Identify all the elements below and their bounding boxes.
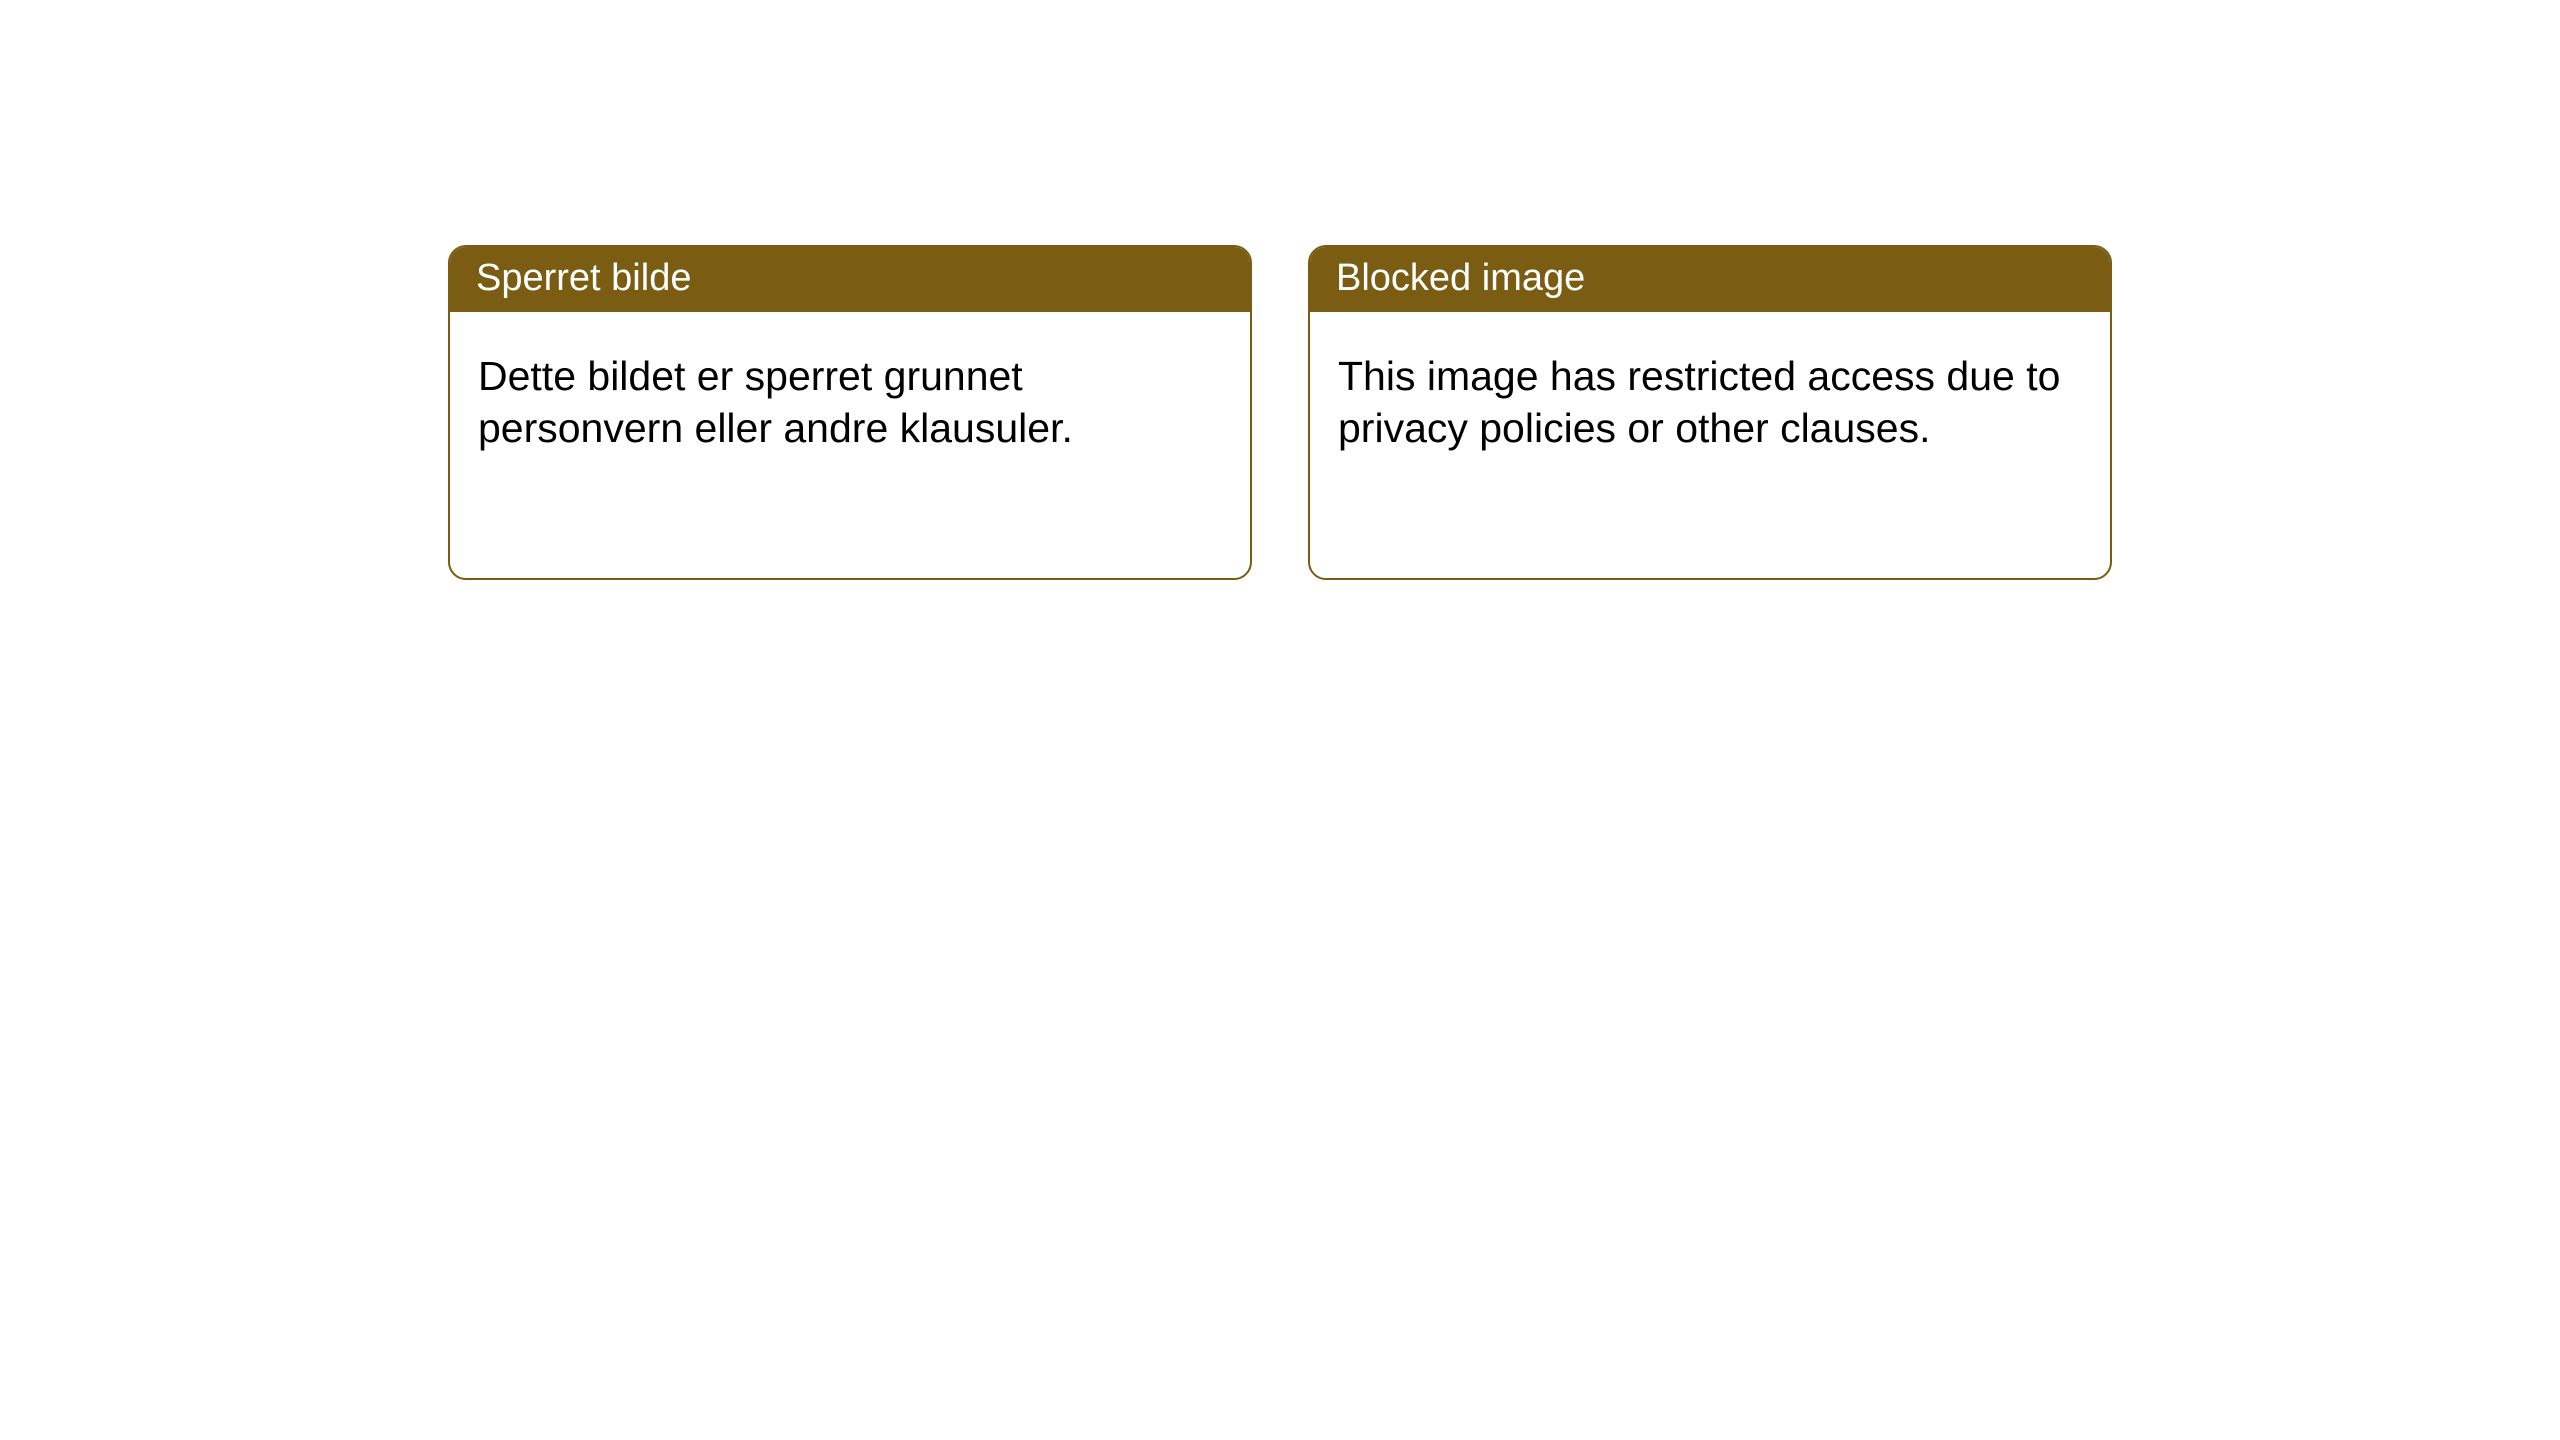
card-header-no: Sperret bilde bbox=[450, 247, 1250, 312]
notice-cards-container: Sperret bilde Dette bildet er sperret gr… bbox=[0, 0, 2560, 580]
blocked-image-card-no: Sperret bilde Dette bildet er sperret gr… bbox=[448, 245, 1252, 580]
blocked-image-card-en: Blocked image This image has restricted … bbox=[1308, 245, 2112, 580]
card-body-no: Dette bildet er sperret grunnet personve… bbox=[450, 312, 1250, 481]
card-header-en: Blocked image bbox=[1310, 247, 2110, 312]
card-body-en: This image has restricted access due to … bbox=[1310, 312, 2110, 481]
